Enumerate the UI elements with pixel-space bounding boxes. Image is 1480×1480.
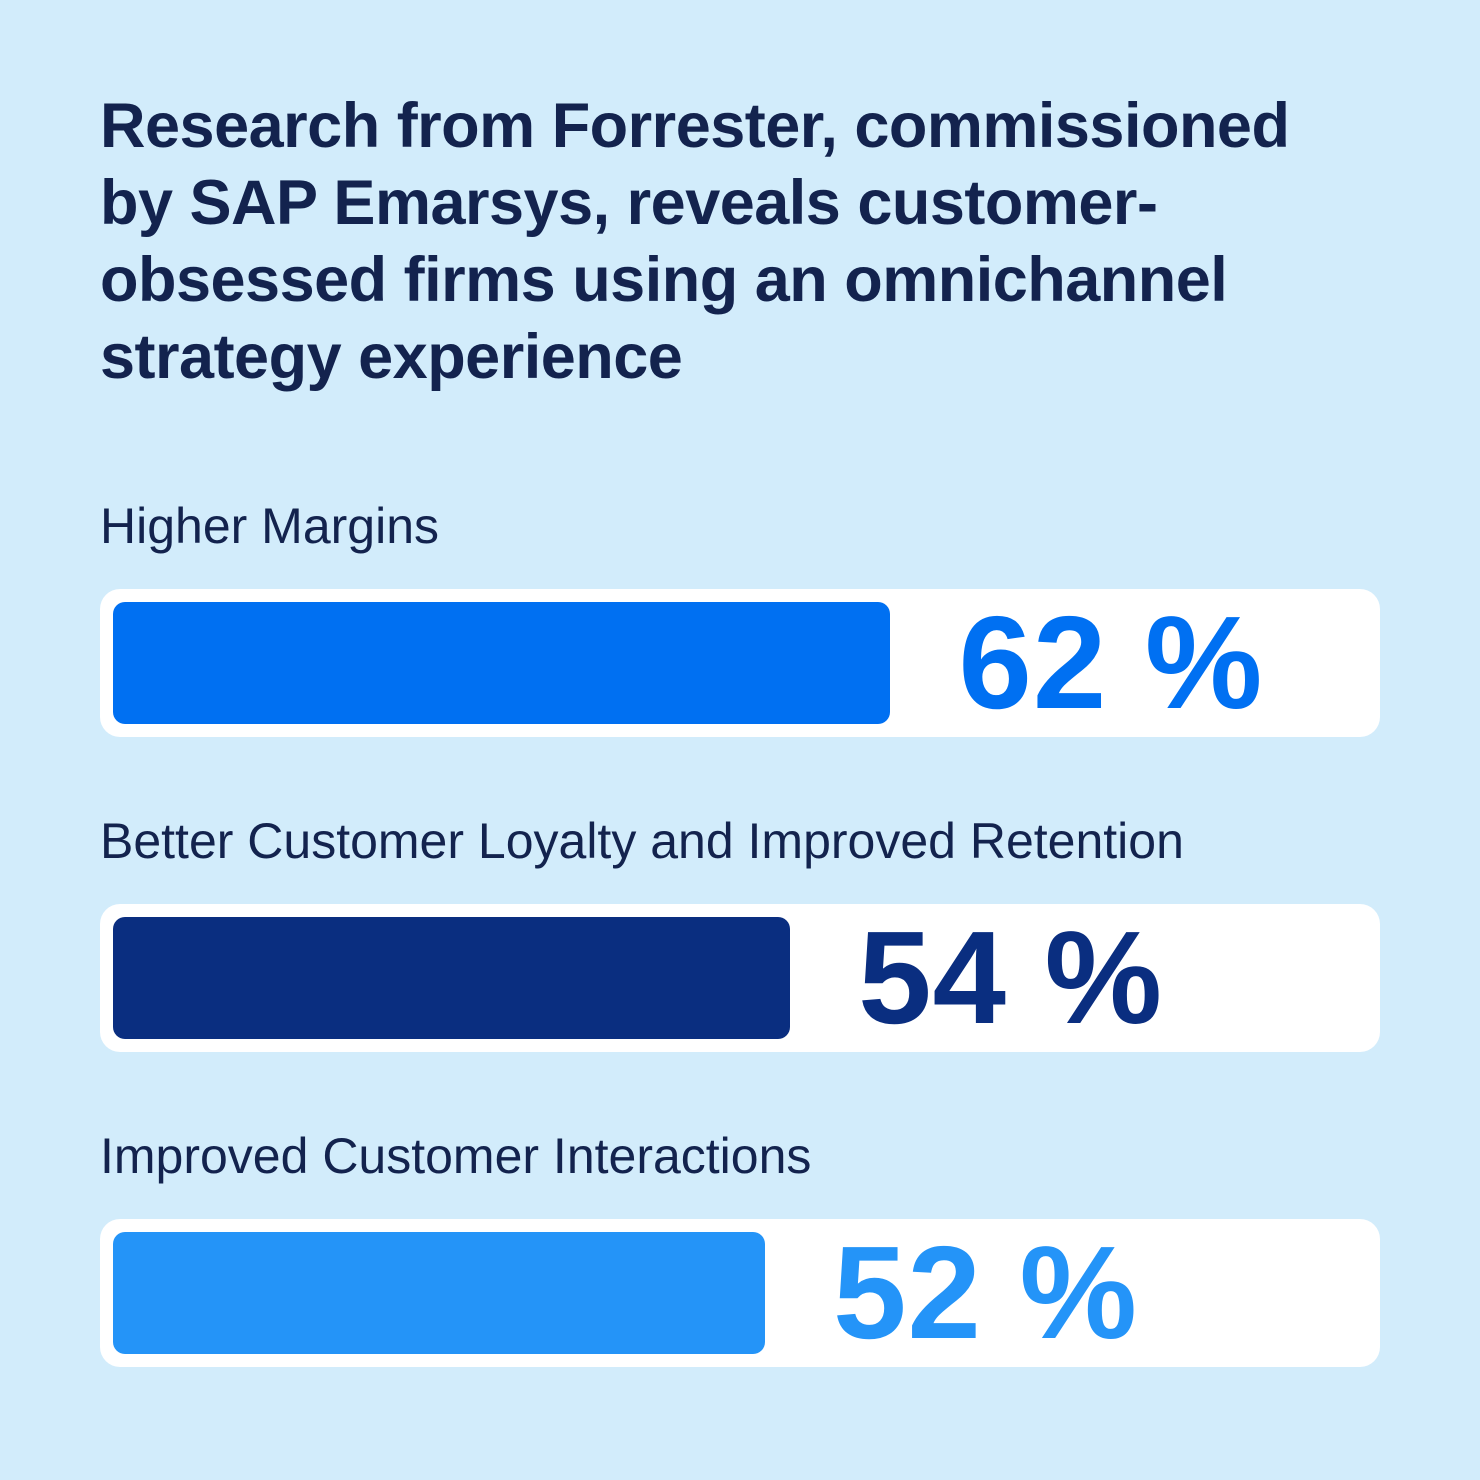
bar-track: 62 % <box>100 589 1380 737</box>
chart-row-higher-margins: Higher Margins 62 % <box>100 496 1380 737</box>
bar-track: 54 % <box>100 904 1380 1052</box>
bar-track: 52 % <box>100 1219 1380 1367</box>
bar-fill <box>113 917 791 1039</box>
bar-chart: Higher Margins 62 % Better Customer Loya… <box>100 496 1380 1367</box>
bar-value: 52 % <box>833 1219 1138 1366</box>
bar-value: 54 % <box>858 904 1164 1051</box>
bar-label: Improved Customer Interactions <box>100 1128 812 1184</box>
chart-row-customer-interactions: Improved Customer Interactions 52 % <box>100 1126 1380 1367</box>
bar-fill <box>113 1232 766 1354</box>
chart-row-customer-loyalty: Better Customer Loyalty and Improved Ret… <box>100 811 1380 1052</box>
bar-label: Higher Margins <box>100 498 440 554</box>
page-title: Research from Forrester, commissioned by… <box>100 91 1290 392</box>
bar-fill <box>113 602 891 724</box>
bar-label: Better Customer Loyalty and Improved Ret… <box>100 813 1184 869</box>
bar-value: 62 % <box>958 589 1264 736</box>
